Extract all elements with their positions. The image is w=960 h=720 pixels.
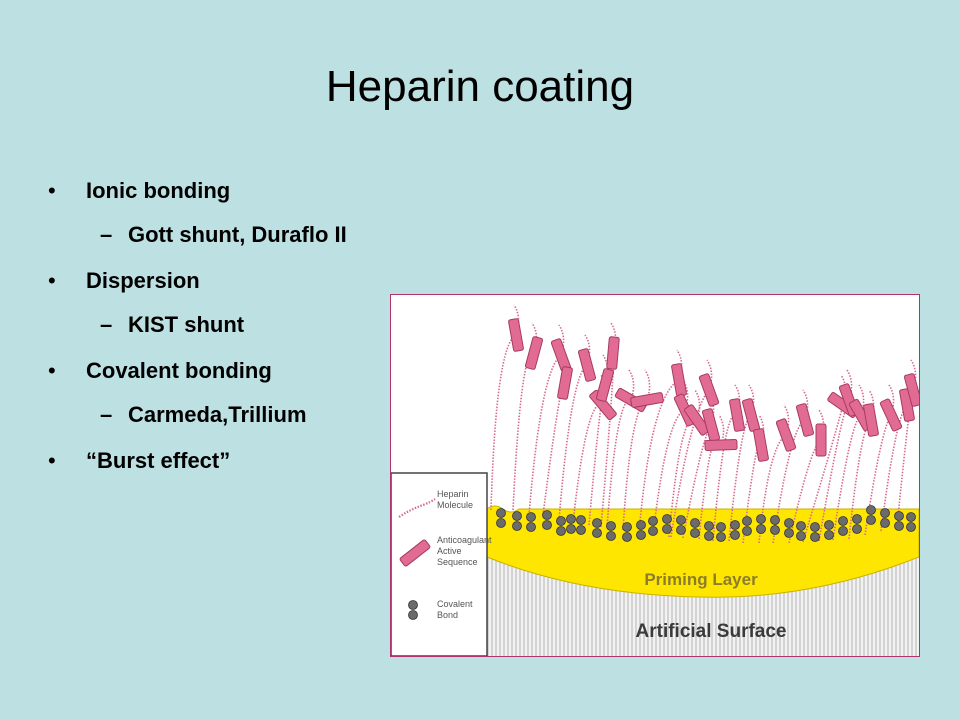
legend-sequence-swatch bbox=[399, 539, 431, 567]
anticoagulant-sequence bbox=[671, 363, 687, 397]
covalent-bond bbox=[690, 518, 700, 538]
anticoagulant-sequence bbox=[795, 403, 815, 437]
artificial-surface-label: Artificial Surface bbox=[636, 621, 787, 642]
bullet-marker: • bbox=[48, 268, 56, 293]
anticoagulant-sequence bbox=[684, 404, 710, 436]
covalent-bond bbox=[556, 516, 566, 536]
heparin-coating-diagram: Artificial Surface Priming Layer Heparin… bbox=[390, 294, 920, 657]
covalent-bond bbox=[810, 522, 820, 542]
anticoagulant-sequence bbox=[508, 318, 524, 352]
anticoagulant-sequence bbox=[863, 403, 879, 437]
anticoagulant-sequence bbox=[630, 392, 664, 408]
covalent-bond bbox=[704, 521, 714, 541]
sub-bullet-marker: – bbox=[100, 222, 113, 247]
sub-bullet-kist-shunt: – KIST shunt bbox=[48, 310, 388, 356]
bullet-marker: • bbox=[48, 448, 56, 473]
anticoagulant-sequence bbox=[775, 418, 797, 452]
heparin-strand bbox=[896, 359, 917, 528]
bullet-text: Ionic bonding bbox=[86, 178, 231, 203]
heparin-strand bbox=[670, 359, 713, 538]
covalent-bond bbox=[796, 521, 806, 541]
covalent-bond bbox=[730, 520, 740, 540]
anticoagulant-sequence bbox=[903, 373, 919, 407]
covalent-bond bbox=[648, 516, 658, 536]
covalent-bond bbox=[576, 515, 586, 535]
bullet-ionic-bonding: • Ionic bonding bbox=[48, 176, 388, 220]
bullet-covalent-bonding: • Covalent bonding bbox=[48, 356, 388, 400]
heparin-strand bbox=[622, 369, 651, 531]
anticoagulant-sequence bbox=[524, 336, 544, 370]
anticoagulant-sequence bbox=[815, 423, 827, 457]
anticoagulant-sequence bbox=[577, 348, 597, 382]
diagram-canvas: Artificial Surface Priming Layer Heparin… bbox=[391, 304, 919, 656]
heparin-strand bbox=[788, 409, 825, 544]
covalent-bond bbox=[894, 511, 904, 531]
covalent-bond bbox=[756, 514, 766, 534]
sub-bullet-marker: – bbox=[100, 312, 113, 337]
anticoagulant-sequence bbox=[879, 398, 903, 432]
covalent-bond bbox=[880, 508, 890, 528]
bullet-marker: • bbox=[48, 178, 56, 203]
anticoagulant-sequence bbox=[698, 373, 720, 407]
anticoagulant-sequence bbox=[704, 439, 738, 451]
covalent-bond bbox=[716, 522, 726, 542]
covalent-bond bbox=[526, 512, 536, 532]
anticoagulant-sequence bbox=[557, 366, 573, 400]
sub-bullet-marker: – bbox=[100, 402, 113, 427]
covalent-bond bbox=[866, 505, 876, 525]
heparin-strand bbox=[638, 349, 683, 534]
anticoagulant-sequence bbox=[606, 336, 620, 370]
covalent-bond bbox=[906, 512, 916, 532]
legend-bond-label: Covalent Bond bbox=[437, 599, 475, 620]
sub-bullet-text: Gott shunt, Duraflo II bbox=[128, 222, 347, 247]
covalent-bond bbox=[852, 514, 862, 534]
covalent-bond bbox=[662, 514, 672, 534]
heparin-strand bbox=[848, 389, 875, 540]
anticoagulant-sequence bbox=[595, 368, 615, 402]
covalent-bond bbox=[770, 515, 780, 535]
covalent-bond bbox=[512, 511, 522, 531]
sub-bullet-text: KIST shunt bbox=[128, 312, 245, 337]
legend-bond-swatch bbox=[408, 600, 418, 620]
bullet-text: “Burst effect” bbox=[86, 448, 231, 473]
anticoagulant-sequence bbox=[729, 398, 745, 432]
covalent-bond bbox=[636, 520, 646, 540]
covalent-bonds bbox=[496, 505, 916, 542]
bullet-text: Covalent bonding bbox=[86, 358, 272, 383]
covalent-bond bbox=[838, 516, 848, 536]
covalent-bond bbox=[622, 522, 632, 542]
heparin-strand bbox=[600, 322, 617, 528]
anticoagulant-sequence bbox=[753, 428, 769, 462]
legend-sequence-label: Anticoagulant Active Sequence bbox=[437, 535, 494, 567]
covalent-bond bbox=[496, 508, 506, 528]
sub-bullet-gott-shunt: – Gott shunt, Duraflo II bbox=[48, 220, 388, 266]
legend-heparin-label: Heparin Molecule bbox=[437, 489, 473, 510]
covalent-bond bbox=[676, 515, 686, 535]
legend-heparin-swatch bbox=[398, 498, 436, 518]
covalent-bond bbox=[824, 520, 834, 540]
bullet-text: Dispersion bbox=[86, 268, 200, 293]
slide-title: Heparin coating bbox=[325, 62, 635, 111]
covalent-bond bbox=[566, 514, 576, 534]
heparin-strand bbox=[880, 374, 911, 532]
bullet-marker: • bbox=[48, 358, 56, 383]
covalent-bond bbox=[784, 518, 794, 538]
heparin-strand bbox=[712, 384, 741, 542]
covalent-bond bbox=[542, 510, 552, 530]
covalent-bond bbox=[592, 518, 602, 538]
bullet-list: • Ionic bonding – Gott shunt, Duraflo II… bbox=[48, 176, 388, 490]
heparin-strand bbox=[490, 304, 520, 511]
priming-layer-label: Priming Layer bbox=[644, 570, 758, 589]
covalent-bond bbox=[606, 521, 616, 541]
bullet-dispersion: • Dispersion bbox=[48, 266, 388, 310]
bullet-burst-effect: • “Burst effect” bbox=[48, 446, 388, 490]
sub-bullet-carmeda: – Carmeda,Trillium bbox=[48, 400, 388, 446]
heparin-strand bbox=[528, 324, 565, 516]
sub-bullet-text: Carmeda,Trillium bbox=[128, 402, 307, 427]
anticoagulant-sequences bbox=[508, 318, 919, 462]
covalent-bond bbox=[742, 516, 752, 536]
